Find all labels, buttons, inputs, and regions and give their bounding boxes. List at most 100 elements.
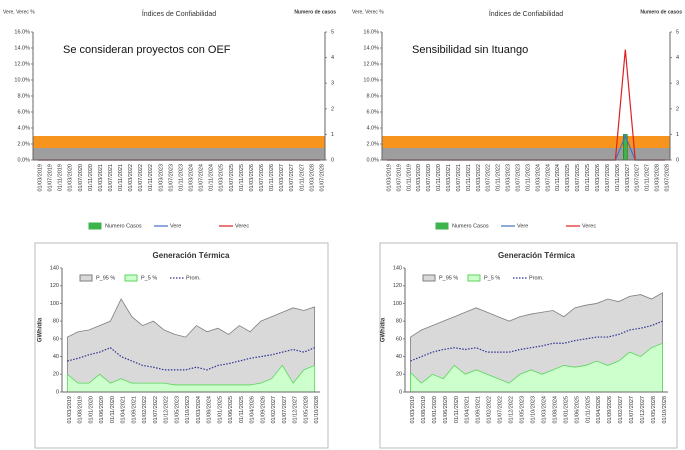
x-tick-label: 01/05/2023 xyxy=(520,396,526,424)
x-tick-label: 01/09/2026 xyxy=(607,396,613,424)
x-tick-label: 01/03/2028 xyxy=(309,164,315,192)
legend-swatch xyxy=(422,274,436,282)
panel-frame xyxy=(34,242,329,449)
x-tick-label: 01/10/2023 xyxy=(530,396,536,424)
x-tick-label: 01/07/2027 xyxy=(629,396,635,424)
x-tick-label: 01/03/2024 xyxy=(541,396,547,424)
x-tick-label: 01/03/2026 xyxy=(249,164,255,192)
threshold-band xyxy=(382,148,670,160)
y-tick-label: 140 xyxy=(50,265,59,271)
legend-label: P_5 % xyxy=(141,275,157,281)
x-tick-label: 01/11/2019 xyxy=(58,164,64,191)
y-axis-title: Vere, Verec % xyxy=(3,9,35,15)
area xyxy=(410,342,663,393)
x-tick-label: 01/03/2022 xyxy=(476,164,482,192)
y-axis-title: GWh/día xyxy=(38,317,44,342)
legend-label: Prom. xyxy=(186,275,201,281)
x-tick-label: 01/03/2028 xyxy=(655,164,661,192)
x-tick-label: 01/03/2027 xyxy=(279,164,285,192)
y-tick-label: 140 xyxy=(393,265,402,271)
x-tick-label: 01/04/2021 xyxy=(465,396,471,424)
x-tick-label: 01/03/2024 xyxy=(189,164,195,192)
x-tick-label: 01/11/2024 xyxy=(209,164,215,191)
x-tick-label: 01/07/2022 xyxy=(153,396,159,424)
x-tick-label: 01/07/2024 xyxy=(199,164,205,192)
y-tick-label: 12.0% xyxy=(363,61,379,67)
x-tick-label: 01/11/2025 xyxy=(239,164,245,191)
x-tick-label: 01/09/2026 xyxy=(260,396,266,424)
y2-tick-label: 4 xyxy=(676,55,679,61)
x-tick-label: 01/07/2019 xyxy=(396,164,402,192)
x-tick-label: 01/01/2020 xyxy=(432,396,438,424)
x-tick-label: 01/11/2025 xyxy=(585,164,591,191)
x-tick-label: 01/08/2019 xyxy=(78,396,84,424)
y-tick-label: 14.0% xyxy=(14,45,30,51)
x-tick-label: 01/03/2025 xyxy=(565,164,571,192)
legend-label: P_95 % xyxy=(439,275,458,281)
x-tick-label: 01/01/2025 xyxy=(563,396,569,424)
x-tick-label: 01/11/2022 xyxy=(148,164,154,191)
x-tick-label: 01/11/2020 xyxy=(110,396,116,423)
x-tick-label: 01/07/2025 xyxy=(229,164,235,192)
y-tick-label: 6.0% xyxy=(366,109,379,115)
legend-swatch xyxy=(88,222,102,230)
x-tick-label: 01/08/2024 xyxy=(552,396,558,424)
x-tick-label: 01/11/2022 xyxy=(496,164,502,191)
x-tick-label: 01/11/2025 xyxy=(239,396,245,423)
area xyxy=(66,298,316,393)
x-tick-label: 01/12/2027 xyxy=(640,396,646,424)
y-tick-label: 20 xyxy=(53,372,59,378)
x-tick-label: 01/09/2021 xyxy=(476,396,482,424)
x-tick-label: 01/11/2020 xyxy=(88,164,94,191)
y-tick-label: 0 xyxy=(399,389,402,395)
y2-tick-label: 0 xyxy=(676,157,679,163)
x-tick-label: 01/06/2025 xyxy=(574,396,580,424)
y2-axis-title: Numero de casos xyxy=(294,9,336,15)
x-tick-label: 01/07/2027 xyxy=(635,164,641,192)
y-tick-label: 0.0% xyxy=(17,157,30,163)
y2-tick-label: 1 xyxy=(331,132,334,138)
x-tick-label: 01/10/2023 xyxy=(185,396,191,424)
x-tick-label: 01/06/2025 xyxy=(228,396,234,424)
x-tick-label: 01/10/2028 xyxy=(314,396,320,424)
y2-axis-title: Numero de casos xyxy=(640,9,682,15)
y-tick-label: 60 xyxy=(396,336,402,342)
x-tick-label: 01/11/2027 xyxy=(299,164,305,191)
annotation: Se consideran proyectos con OEF xyxy=(63,44,231,56)
legend-swatch xyxy=(79,274,93,282)
x-tick-label: 01/11/2026 xyxy=(269,164,275,191)
threshold-band xyxy=(33,136,325,148)
x-tick-label: 01/12/2022 xyxy=(164,396,170,424)
x-tick-label: 01/07/2021 xyxy=(108,164,114,192)
y-tick-label: 14.0% xyxy=(363,45,379,51)
x-tick-label: 01/11/2019 xyxy=(406,164,412,191)
x-tick-label: 01/10/2028 xyxy=(662,396,668,424)
x-tick-label: 01/12/2022 xyxy=(509,396,515,424)
x-tick-label: 01/07/2027 xyxy=(289,164,295,192)
chart-title: Índices de Confiabilidad xyxy=(489,9,563,18)
y-tick-label: 8.0% xyxy=(17,93,30,99)
chart-title: Generación Térmica xyxy=(153,251,230,260)
y2-tick-label: 2 xyxy=(331,106,334,112)
threshold-band xyxy=(382,136,670,148)
x-tick-label: 01/07/2022 xyxy=(138,164,144,192)
y-tick-label: 40 xyxy=(53,354,59,360)
x-tick-label: 01/06/2020 xyxy=(99,396,105,424)
x-tick-label: 01/07/2019 xyxy=(48,164,54,192)
x-tick-label: 01/03/2020 xyxy=(68,164,74,192)
x-tick-label: 01/11/2025 xyxy=(585,396,591,423)
y-axis-title: Vere, Verec % xyxy=(352,9,384,15)
y2-tick-label: 1 xyxy=(676,132,679,138)
legend-label: Numero Casos xyxy=(105,223,142,229)
x-tick-label: 01/07/2020 xyxy=(426,164,432,192)
legend-label: Numero Casos xyxy=(452,223,489,229)
x-tick-label: 01/04/2026 xyxy=(250,396,256,424)
x-tick-label: 01/11/2020 xyxy=(436,164,442,191)
x-tick-label: 01/07/2026 xyxy=(259,164,265,192)
x-tick-label: 01/03/2019 xyxy=(67,396,73,424)
x-tick-label: 01/07/2028 xyxy=(664,164,670,192)
x-tick-label: 01/05/2028 xyxy=(651,396,657,424)
y-tick-label: 100 xyxy=(393,301,402,307)
legend-label: Vere xyxy=(517,223,528,229)
